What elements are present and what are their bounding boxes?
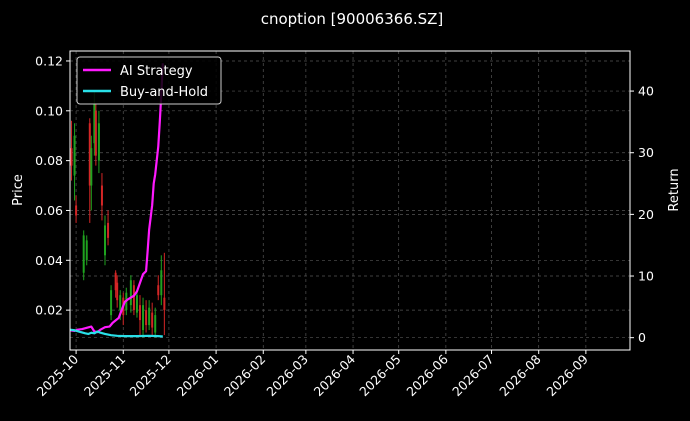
candle-body xyxy=(129,280,132,306)
candle-body xyxy=(145,310,148,326)
candle-body xyxy=(160,270,163,296)
candle-body xyxy=(119,295,122,311)
candle-body xyxy=(151,312,154,328)
candle-body xyxy=(157,285,160,296)
candle-body xyxy=(88,123,91,186)
candle-body xyxy=(85,240,88,261)
series-line-ai-strategy xyxy=(69,63,164,334)
candle-body xyxy=(142,305,145,331)
candle-body xyxy=(75,205,78,216)
candle-body xyxy=(70,148,73,166)
y-left-tick-label: 0.08 xyxy=(35,153,63,168)
candle-body xyxy=(139,305,141,321)
x-tick-label: 2026-07 xyxy=(449,352,497,400)
y-right-tick-label: 40 xyxy=(638,84,654,99)
y-axis-label-right: Return xyxy=(667,168,682,211)
candle-body xyxy=(90,148,93,186)
x-tick-label: 2026-05 xyxy=(356,352,404,400)
candle-body xyxy=(116,282,119,301)
x-tick-label: 2026-08 xyxy=(496,351,544,399)
y-right-tick-label: 20 xyxy=(638,207,654,222)
y-right-tick-label: 10 xyxy=(638,269,654,284)
candle-body xyxy=(82,235,85,273)
candle-body xyxy=(73,135,76,176)
y-right-tick-label: 0 xyxy=(638,330,646,345)
x-tick-label: 2025-10 xyxy=(34,351,82,399)
candle-body xyxy=(104,225,106,256)
y-left-tick-label: 0.12 xyxy=(35,53,63,68)
candle-body xyxy=(100,185,103,206)
candle-body xyxy=(148,307,151,326)
candle-body xyxy=(110,290,113,316)
candle-body xyxy=(93,103,96,144)
x-tick-label: 2026-06 xyxy=(403,351,451,399)
series-line-buy-and-hold xyxy=(69,328,163,338)
candle-layer xyxy=(70,90,166,338)
legend: AI Strategy Buy-and-Hold xyxy=(76,56,222,105)
line-layer xyxy=(69,63,164,338)
legend-box xyxy=(76,56,222,105)
x-tick-label: 2025-11 xyxy=(81,352,129,400)
y-left-tick-label: 0.06 xyxy=(35,203,63,218)
x-tick-label: 2026-01 xyxy=(174,352,222,400)
x-tick-label: 2026-02 xyxy=(221,352,269,400)
candle-body xyxy=(135,295,138,313)
candle-body xyxy=(97,123,100,161)
y-left-tick-label: 0.04 xyxy=(35,253,63,268)
y-right-tick-label: 30 xyxy=(638,145,654,160)
candle-body xyxy=(132,285,135,311)
x-tick-label: 2026-03 xyxy=(263,352,311,400)
candle-body xyxy=(163,297,166,311)
y-left-tick-label: 0.02 xyxy=(35,303,63,318)
candle-body xyxy=(107,222,110,238)
candle-body xyxy=(154,315,157,333)
candle-body xyxy=(94,110,97,156)
legend-label-ai-strategy: AI Strategy xyxy=(120,64,193,79)
chart-title: cnoption [90006366.SZ] xyxy=(261,10,444,28)
x-tick-label: 2026-09 xyxy=(543,351,591,399)
y-axis-label-left: Price xyxy=(11,174,26,206)
y-left-tick-label: 0.10 xyxy=(35,103,63,118)
x-tick-label: 2025-12 xyxy=(126,352,174,400)
legend-label-buy-and-hold: Buy-and-Hold xyxy=(120,85,208,100)
candle-body xyxy=(114,272,117,291)
x-tick-label: 2026-04 xyxy=(311,351,359,399)
plot-frame xyxy=(69,50,631,351)
